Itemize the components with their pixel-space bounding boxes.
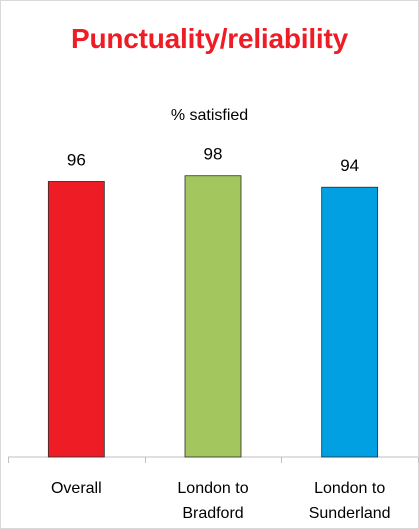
category-label-1-1: Bradford xyxy=(182,505,243,522)
x-axis xyxy=(8,456,419,463)
data-label-1: 98 xyxy=(204,145,223,164)
category-label-0-0: Overall xyxy=(51,480,102,497)
data-label-0: 96 xyxy=(67,150,86,169)
data-labels: 96 98 94 xyxy=(67,145,359,175)
bar-1 xyxy=(184,175,242,458)
category-label-2-0: London to xyxy=(314,480,385,497)
bars xyxy=(47,175,379,458)
category-label-2-1: Sunderland xyxy=(309,505,391,522)
category-labels: Overall London to Bradford London to Sunderl… xyxy=(51,480,391,522)
category-label-1-0: London to xyxy=(177,480,248,497)
data-label-2: 94 xyxy=(340,156,359,175)
bar-0 xyxy=(47,181,105,458)
bar-2 xyxy=(321,186,379,458)
chart-title: Punctuality/reliability xyxy=(70,23,349,54)
chart-subtitle: % satisfied xyxy=(170,107,249,124)
